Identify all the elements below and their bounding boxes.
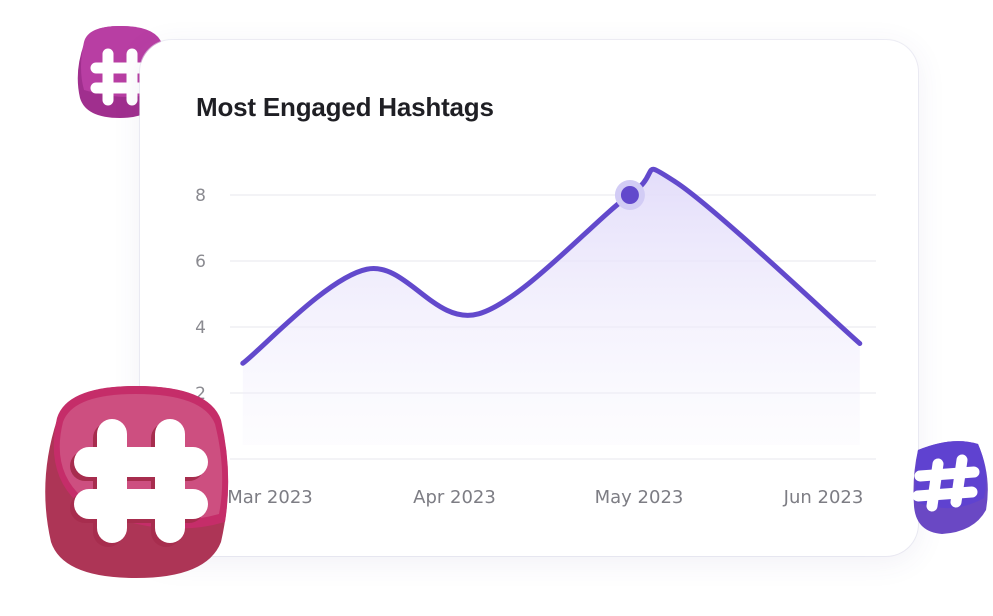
x-tick-label: Mar 2023 [227, 487, 313, 508]
hashtag-icon-pink [45, 386, 229, 578]
y-tick-label: 4 [195, 318, 206, 338]
y-tick-label: 8 [195, 186, 206, 206]
hashtag-icon-violet [912, 441, 988, 534]
x-tick-label: May 2023 [595, 487, 684, 508]
x-tick-label: Apr 2023 [413, 487, 496, 508]
highlight-point[interactable] [620, 186, 639, 204]
y-tick-label: 6 [195, 252, 206, 272]
x-tick-label: Jun 2023 [783, 487, 864, 508]
series-area [242, 169, 860, 446]
y-tick-label: 2 [195, 384, 206, 404]
series-line [240, 166, 863, 366]
chart-title: Most Engaged Hashtags [196, 92, 494, 122]
